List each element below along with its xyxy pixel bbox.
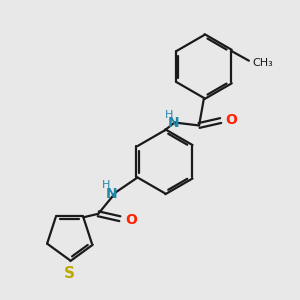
Text: N: N	[106, 187, 118, 201]
Text: O: O	[226, 112, 237, 127]
Text: O: O	[125, 213, 136, 227]
Text: H: H	[164, 110, 173, 120]
Text: S: S	[64, 266, 75, 281]
Text: CH₃: CH₃	[253, 58, 274, 68]
Text: N: N	[168, 116, 179, 130]
Text: H: H	[102, 180, 110, 190]
